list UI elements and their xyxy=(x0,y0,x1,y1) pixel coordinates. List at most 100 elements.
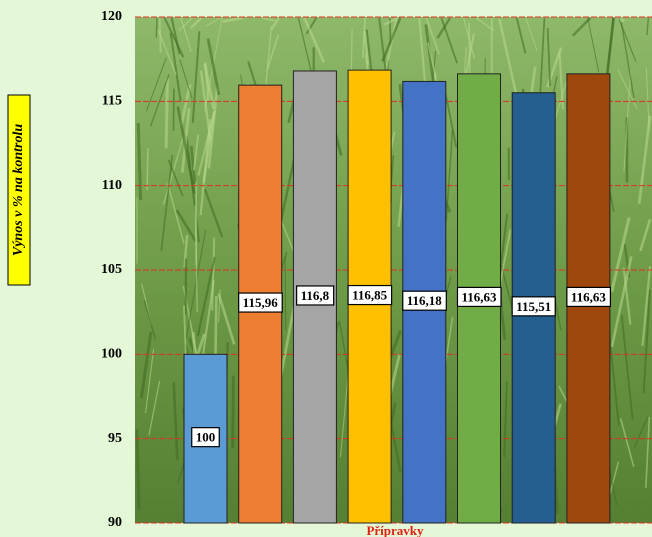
grass-blade xyxy=(555,80,568,118)
y-tick-label: 115 xyxy=(102,94,122,109)
value-label-box xyxy=(456,286,502,308)
grass-blade xyxy=(211,237,216,311)
value-label-box xyxy=(191,427,220,448)
value-label-box xyxy=(296,285,335,306)
grass-blade xyxy=(587,17,600,73)
grass-blade xyxy=(633,416,649,448)
grass-blade xyxy=(163,17,185,58)
grass-blade xyxy=(191,31,201,123)
grass-blade xyxy=(363,31,370,66)
grass-blade xyxy=(384,17,398,73)
grass-blade xyxy=(164,78,169,149)
grass-blade xyxy=(189,145,197,185)
y-tick-label: 105 xyxy=(101,262,122,277)
grass-blade xyxy=(175,209,197,242)
grass-blade xyxy=(139,331,153,399)
grass-blade xyxy=(158,17,162,53)
grass-blade xyxy=(206,38,221,96)
value-label-box xyxy=(347,284,393,306)
grass-blade xyxy=(305,17,318,35)
grass-blade xyxy=(642,289,651,394)
grass-blade xyxy=(339,369,350,458)
grass-blade xyxy=(465,32,476,74)
grass-blade xyxy=(475,17,495,32)
grass-blade xyxy=(155,17,158,38)
grass-blade xyxy=(205,17,221,27)
y-tick-label: 100 xyxy=(101,347,122,362)
grass-blade xyxy=(571,17,592,37)
grass-blade xyxy=(178,17,193,31)
y-tick-label: 95 xyxy=(108,431,122,446)
grass-blade xyxy=(645,416,651,488)
value-label: 116,63 xyxy=(571,289,607,304)
grass-blade xyxy=(157,29,177,76)
value-label: 116,85 xyxy=(352,288,388,303)
grass-blade xyxy=(180,17,192,52)
grass-blade xyxy=(610,217,631,293)
grass-blade xyxy=(498,18,521,107)
grass-blade xyxy=(620,314,634,420)
value-label-box xyxy=(238,292,283,313)
grass-blade xyxy=(619,418,635,467)
value-label-box xyxy=(566,286,612,308)
grass-blade xyxy=(637,115,652,204)
grass-blade xyxy=(381,17,402,62)
value-label-box xyxy=(402,290,447,311)
y-tick-label: 110 xyxy=(102,178,122,193)
grass-blade xyxy=(207,87,219,169)
y-tick-label: 120 xyxy=(101,9,122,24)
grass-blade xyxy=(136,122,143,200)
grass-blade xyxy=(166,183,185,244)
grass-blade xyxy=(222,16,243,23)
grass-blade xyxy=(179,84,192,126)
grass-blade xyxy=(515,17,527,54)
grass-blade xyxy=(425,17,440,55)
value-label: 116,18 xyxy=(407,293,443,308)
grass-blade xyxy=(180,107,191,173)
grass-blade xyxy=(149,74,170,127)
grass-blade xyxy=(297,17,313,73)
y-axis-title: Výnos v % na kontrolu xyxy=(7,94,31,286)
x-axis-label: Přípravky xyxy=(366,523,424,537)
value-label-box xyxy=(511,296,556,317)
value-label: 115,51 xyxy=(516,299,551,314)
grass-blade xyxy=(645,67,650,131)
grass-blade xyxy=(217,293,236,345)
grass-blade xyxy=(179,59,193,100)
grass-blade xyxy=(193,134,200,171)
grass-blade xyxy=(204,62,210,102)
grass-blade xyxy=(189,17,203,29)
grass-blade xyxy=(608,332,620,426)
grass-blade xyxy=(218,289,221,323)
grass-blade xyxy=(264,26,273,95)
grass-blade xyxy=(160,154,174,252)
grass-blade xyxy=(608,461,620,499)
grass-blade xyxy=(261,17,276,22)
grass-blade xyxy=(185,230,207,339)
grass-blade xyxy=(145,57,167,112)
grass-blade xyxy=(525,18,538,51)
grass-blade xyxy=(169,32,182,102)
grass-blade xyxy=(231,375,235,448)
grass-blade xyxy=(266,34,280,70)
grass-blade xyxy=(270,17,280,31)
grass-blade xyxy=(146,148,149,190)
grass-blade xyxy=(641,266,652,346)
grass-blade xyxy=(203,188,224,238)
grass-blade xyxy=(617,68,638,110)
y-title-box xyxy=(7,94,31,286)
grass-blade xyxy=(639,219,652,252)
y-tick-label: 90 xyxy=(108,515,122,530)
grass-blade xyxy=(623,71,632,172)
value-label: 115,96 xyxy=(243,295,279,310)
grass-blade xyxy=(646,17,650,36)
grass-blade xyxy=(148,380,161,436)
grass-blade xyxy=(558,51,564,110)
y-axis-label: Výnos v % na kontrolu xyxy=(11,124,26,256)
value-label: 100 xyxy=(196,430,216,445)
grass-blade xyxy=(176,106,196,195)
value-label: 116,63 xyxy=(461,289,497,304)
grass-blade xyxy=(546,27,552,86)
